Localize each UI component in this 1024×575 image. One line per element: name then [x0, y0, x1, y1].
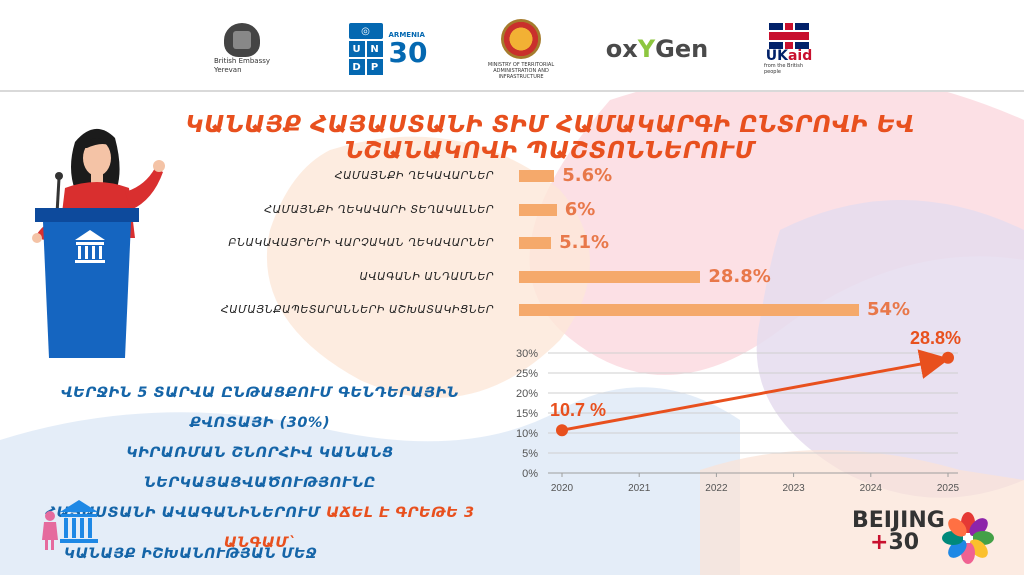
- data-label-2020: 10.7 %: [550, 400, 606, 420]
- y-tick-label: 10%: [516, 428, 538, 440]
- ukaid-aid: aid: [787, 48, 813, 64]
- armenian-coat-of-arms-icon: [501, 18, 541, 59]
- british-embassy-logo: British Embassy Yerevan: [212, 18, 272, 80]
- bar: [519, 170, 555, 182]
- undp-letter-p: P: [366, 59, 383, 75]
- statement-highlight: ԱՃԵԼ Է ԳՐԵԹԵ 3 ԱՆԳԱՄ`: [223, 505, 475, 551]
- mtai-logo: MINISTRY OF TERRITORIAL ADMINISTRATION A…: [476, 18, 566, 80]
- bar: [519, 304, 859, 316]
- x-tick-label: 2020: [551, 483, 574, 494]
- un-globe-icon: ◎: [348, 23, 383, 39]
- undp-armenia30-logo: ◎ U N D P ARMENIA 30: [338, 18, 438, 80]
- union-jack-icon: [769, 23, 809, 49]
- data-point-2025: [942, 351, 954, 364]
- y-tick-label: 20%: [516, 388, 538, 400]
- thirty-text: 30: [888, 530, 920, 555]
- bar-category-label: ԲՆԱԿԱՎԱՅՐԵՐԻ ՎԱՐՉԱԿԱՆ ՂԵԿԱՎԱՐՆԵՐ: [228, 236, 494, 249]
- oxygen-y: Y: [637, 35, 656, 63]
- undp-letter-u: U: [348, 41, 365, 57]
- ukaid-uk: UK: [765, 48, 788, 64]
- bar-category-label: ԱՎԱԳԱՆԻ ԱՆԴԱՄՆԵՐ: [359, 269, 494, 283]
- bar-value-label: 54%: [867, 299, 911, 320]
- undp-letter-d: D: [348, 59, 365, 75]
- undp-letter-n: N: [366, 41, 383, 57]
- royal-crest-icon: [224, 23, 260, 57]
- women-in-power-label: ԿԱՆԱՅՔ ԻՇԽԱՆՈՒԹՅԱՆ ՄԵՋ: [64, 546, 318, 562]
- x-tick-label: 2024: [860, 483, 883, 494]
- armenia30-number: 30: [388, 36, 428, 69]
- x-tick-label: 2022: [705, 483, 728, 494]
- oxygen-logo: oxYGen: [606, 18, 708, 80]
- bar-value-label: 6%: [564, 198, 596, 220]
- oxygen-post: Gen: [655, 35, 709, 63]
- statement-line-2: ԿԻՐԱՌՄԱՆ ՇՆՈՐՀԻՎ ԿԱՆԱՆՑ ՆԵՐԿԱՅԱՑՎԱԾՈՒԹՅՈ…: [126, 445, 394, 491]
- x-tick-label: 2021: [628, 483, 651, 494]
- institution-building-icon: [75, 230, 105, 263]
- ukaid-wordmark: UKaid: [766, 49, 813, 63]
- beijing-30-logo: BEIJING +30: [852, 510, 945, 554]
- undp-logo: ◎ U N D P: [348, 23, 383, 75]
- partner-logos-header: British Embassy Yerevan ◎ U N D P ARMENI…: [0, 0, 1024, 92]
- data-point-2020: [556, 424, 568, 437]
- bar-category-label: ՀԱՄԱՅՆՔԻ ՂԵԿԱՎԱՐԻ ՏԵՂԱԿԱԼՆԵՐ: [264, 202, 494, 216]
- mtai-caption: MINISTRY OF TERRITORIAL ADMINISTRATION A…: [487, 61, 555, 80]
- statement-line-3: ՀԱՅԱՍՏԱՆԻ ԱՎԱԳԱՆԻՆԵՐՈՒՄ ԱՃԵԼ Է ԳՐԵԹԵ 3 Ա…: [20, 498, 500, 558]
- beijing-text: BEIJING: [852, 508, 945, 533]
- british-embassy-caption: British Embassy Yerevan: [213, 57, 271, 74]
- ukaid-logo: UKaid from the British people: [764, 18, 814, 80]
- bar-value-label: 28.8%: [708, 265, 771, 287]
- women-in-power-icon: [42, 500, 98, 550]
- bar-category-label: ՀԱՄԱՅՆՔԻ ՂԵԿԱՎԱՐՆԵՐ: [334, 169, 494, 182]
- quota-statement: ՎԵՐՋԻՆ 5 ՏԱՐՎԱ ԸՆԹԱՑՔՈՒՄ ԳԵՆԴԵՐԱՅԻՆ ՔՎՈՏ…: [20, 378, 500, 558]
- x-tick-label: 2023: [782, 483, 805, 494]
- y-tick-label: 5%: [522, 448, 538, 460]
- armenia30-text: ARMENIA: [388, 31, 425, 39]
- bar-category-label: ՀԱՄԱՅՆՔԱՊԵՏԱՐԱՆՆԵՐԻ ԱՇԽԱՏԱԿԻՑՆԵՐ: [220, 303, 494, 316]
- plus-sign: +: [870, 530, 889, 555]
- oxygen-wordmark: oxYGen: [606, 35, 708, 63]
- bar: [519, 237, 552, 249]
- bar-value-label: 5.6%: [562, 165, 613, 186]
- oxygen-pre: ox: [605, 35, 638, 63]
- armenia30-logo: ARMENIA 30: [389, 31, 428, 67]
- y-tick-label: 30%: [516, 348, 538, 360]
- x-tick-label: 2025: [937, 483, 960, 494]
- statement-line-1: ՎԵՐՋԻՆ 5 ՏԱՐՎԱ ԸՆԹԱՑՔՈՒՄ ԳԵՆԴԵՐԱՅԻՆ ՔՎՈՏ…: [61, 385, 459, 431]
- bar-value-label: 5.1%: [559, 232, 610, 253]
- infographic-title: ԿԱՆԱՅՔ ՀԱՅԱՍՏԱՆԻ ՏԻՄ ՀԱՄԱԿԱՐԳԻ ԸՆՏՐՈՎԻ Ե…: [185, 112, 915, 164]
- data-label-2025: 28.8%: [910, 328, 961, 348]
- bar: [519, 270, 701, 283]
- statement-line-3-text: ՀԱՅԱՍՏԱՆԻ ԱՎԱԳԱՆԻՆԵՐՈՒՄ: [45, 505, 321, 521]
- y-tick-label: 25%: [516, 368, 538, 380]
- beijing-flower-icon: [942, 512, 994, 564]
- ukaid-caption: from the British people: [764, 63, 804, 75]
- bar: [519, 203, 557, 216]
- y-tick-label: 0%: [522, 468, 538, 480]
- woman-at-podium-illustration: [32, 128, 165, 358]
- series-line: [561, 349, 950, 432]
- y-tick-label: 15%: [516, 408, 538, 420]
